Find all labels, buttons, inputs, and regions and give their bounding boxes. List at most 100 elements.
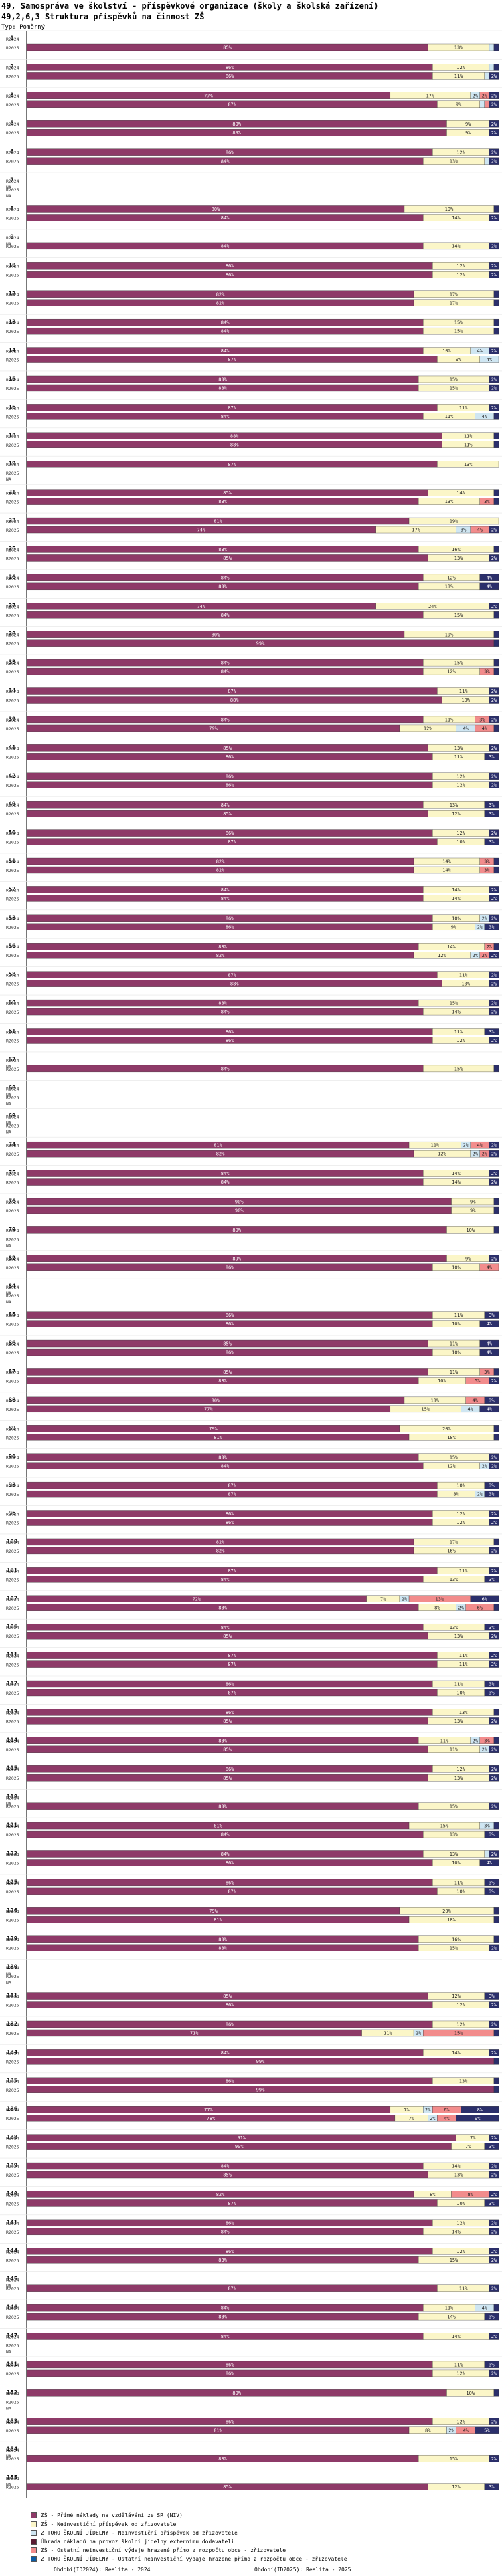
- bar-value-label: 14%: [442, 868, 451, 873]
- bar-value-label: 84%: [221, 158, 230, 164]
- bar-value-label: 84%: [221, 320, 230, 326]
- bar-value-label: 2%: [491, 93, 497, 98]
- bar-value-label: 84%: [221, 1171, 230, 1176]
- bar-value-label: 3%: [489, 1994, 495, 1999]
- row-label: R2024: [6, 122, 19, 127]
- group-label: 113: [7, 1709, 17, 1715]
- bar-segment: [489, 214, 499, 221]
- bar-segment: [493, 659, 499, 667]
- bar-value-label: 13%: [454, 1776, 463, 1781]
- bar-segment: [493, 631, 499, 638]
- bar-value-label: 82%: [216, 300, 225, 306]
- bar-value-label: 85%: [223, 1634, 232, 1639]
- bar-value-label: 10%: [461, 981, 470, 986]
- footer-period-2024: Období(ID2024): Realita - 2024: [54, 2567, 151, 2573]
- bar-value-label: 2%: [425, 2107, 431, 2113]
- row-label: R2025: [6, 2201, 19, 2206]
- bar-value-label: 2%: [491, 1662, 497, 1667]
- group-label: 52: [9, 886, 16, 893]
- bar-segment: [493, 1916, 499, 1923]
- group-label: 60: [9, 1000, 16, 1006]
- bar-value-label: 12%: [456, 2419, 465, 2424]
- row-label: R2024: [6, 207, 19, 212]
- bar-segment: [493, 413, 499, 420]
- bar-value-label: 2%: [491, 831, 497, 836]
- row-label: R2024: [6, 37, 19, 42]
- group-label: 67: [9, 1057, 16, 1063]
- bar-value-label: 11%: [459, 689, 468, 694]
- bar-value-label: 15%: [454, 613, 463, 618]
- bar-value-label: 15%: [450, 2456, 458, 2462]
- row-label: R2025: [6, 1691, 19, 1696]
- bar-value-label: 3%: [489, 924, 495, 930]
- bar-value-label: 13%: [450, 1577, 458, 1582]
- group-label: 102: [7, 1596, 17, 1602]
- na-label: NA: [6, 1243, 11, 1248]
- bar-value-label: 4%: [487, 584, 493, 589]
- bar-value-label: 2%: [491, 122, 497, 127]
- bar-value-label: 6%: [444, 2107, 450, 2113]
- bar-segment: [493, 441, 499, 448]
- bar-value-label: 13%: [454, 1634, 463, 1639]
- na-label: NA: [6, 185, 11, 190]
- bar-value-label: 14%: [447, 944, 456, 950]
- bar-value-label: 16%: [452, 547, 461, 552]
- bar-value-label: 2%: [402, 1596, 408, 1602]
- bar-segment: [489, 1519, 499, 1526]
- group-label: 8: [10, 205, 13, 212]
- bar-value-label: 85%: [223, 2173, 232, 2178]
- bar-value-label: 2%: [491, 243, 497, 249]
- row-label: R2024: [6, 1512, 19, 1517]
- bar-value-label: 86%: [226, 924, 234, 930]
- bar-value-label: 99%: [256, 2087, 265, 2092]
- group-label: 7: [10, 177, 13, 184]
- row-label: R2025: [6, 1832, 19, 1838]
- bar-value-label: 86%: [226, 2078, 234, 2084]
- bar-segment: [493, 611, 499, 619]
- bar-value-label: 11%: [459, 972, 468, 978]
- bar-segment: [493, 667, 499, 675]
- row-label: R2024: [6, 1029, 19, 1035]
- bar-value-label: 12%: [456, 65, 465, 70]
- bar-value-label: 85%: [223, 1370, 232, 1375]
- bar-value-label: 2%: [491, 1001, 497, 1006]
- group-label: 26: [9, 574, 16, 581]
- row-label: R2024: [6, 689, 19, 695]
- group-label: 89: [9, 1425, 16, 1432]
- row-label: R2024: [6, 1086, 19, 1091]
- group-label: 134: [7, 2049, 18, 2056]
- bar-value-label: 2%: [487, 944, 493, 950]
- bar-value-label: 2%: [491, 972, 497, 978]
- bar-value-label: 71%: [190, 2031, 199, 2036]
- legend-item: Z TOHO ŠKOLNÍ JÍDELNY - Neinvestiční pří…: [31, 2529, 347, 2537]
- bar-segment: [489, 1944, 499, 1951]
- bar-value-label: 87%: [228, 1653, 236, 1658]
- row-label: R2024: [6, 1767, 19, 1772]
- bar-segment: [484, 2313, 499, 2321]
- group-label: 49: [9, 801, 16, 808]
- bar-value-label: 74%: [197, 604, 206, 609]
- bar-value-label: 3%: [484, 859, 490, 865]
- bar-value-label: 84%: [221, 2334, 230, 2339]
- bar-value-label: 12%: [456, 831, 465, 836]
- row-label: R2024: [6, 1654, 19, 1659]
- bar-value-label: 10%: [456, 1889, 465, 1894]
- legend-item: Z TOHO ŠKOLNÍ JÍDELNY - Ostatní neinvest…: [31, 2555, 347, 2563]
- na-label: NA: [6, 2284, 11, 2289]
- bar-segment: [489, 2418, 499, 2425]
- bar-value-label: 14%: [452, 896, 461, 901]
- bar-value-label: 3%: [489, 802, 495, 808]
- bar-segment: [484, 838, 499, 845]
- bar-value-label: 89%: [232, 1256, 241, 1261]
- row-label: R2025: [6, 1010, 19, 1015]
- bar-value-label: 13%: [459, 2078, 468, 2084]
- row-label: R2025: [6, 982, 19, 987]
- bar-value-label: 85%: [223, 1776, 232, 1781]
- bar-segment: [493, 546, 499, 553]
- group-label: 140: [7, 2191, 17, 2197]
- bar-segment: [493, 857, 499, 865]
- group-label: 138: [7, 2135, 17, 2141]
- bar-value-label: 2%: [491, 2371, 497, 2377]
- row-label: R2024: [6, 2079, 19, 2084]
- bar-value-label: 87%: [228, 839, 236, 845]
